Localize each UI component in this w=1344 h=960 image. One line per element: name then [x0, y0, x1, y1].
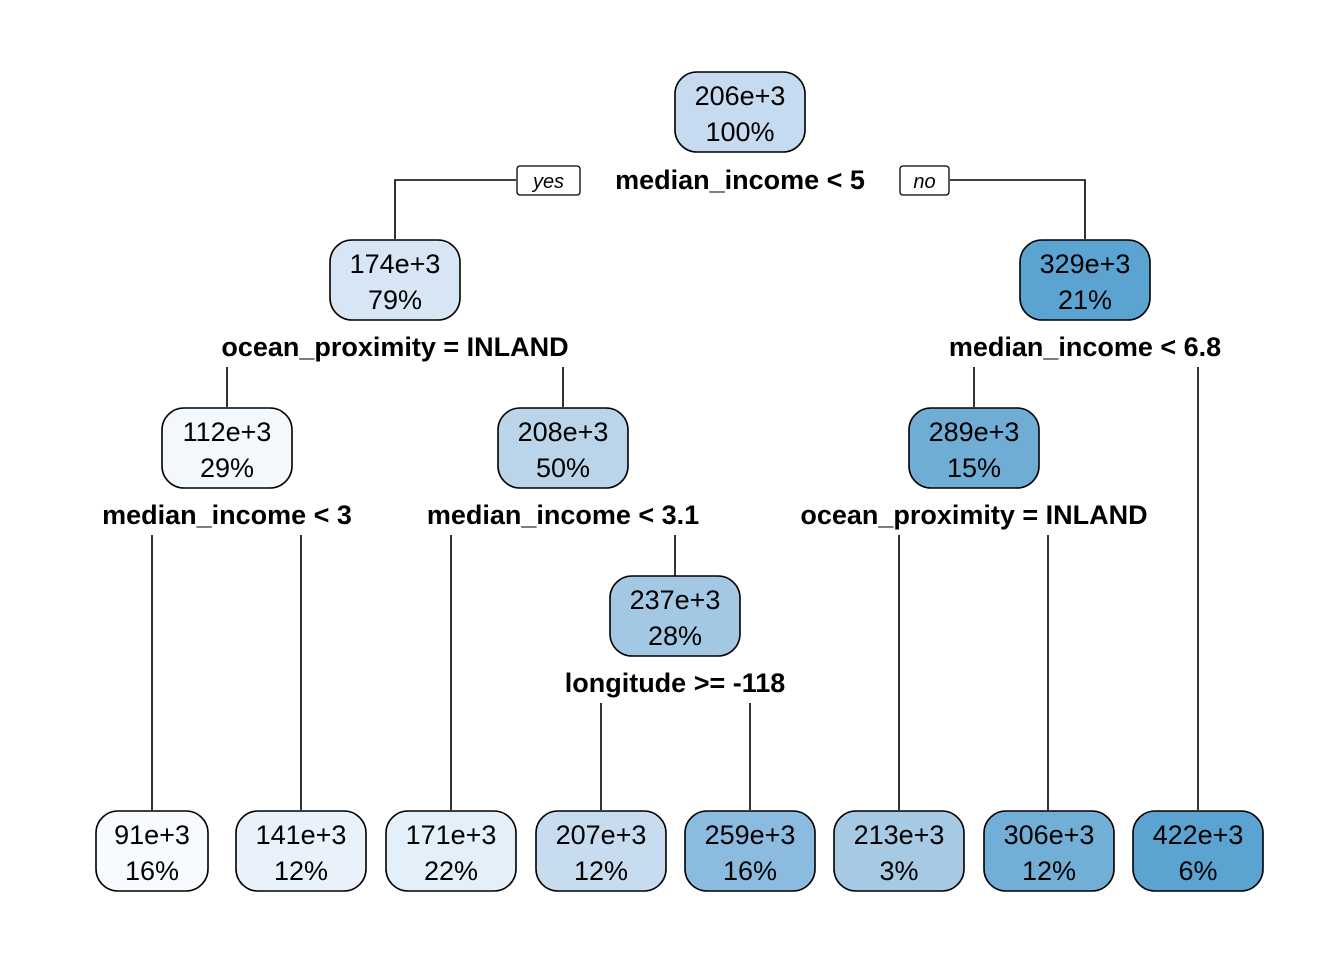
node-value: 306e+3	[1004, 820, 1095, 850]
tree-leaf-2: 141e+3 12%	[235, 810, 367, 892]
node-value: 422e+3	[1153, 820, 1244, 850]
yes-label: yes	[531, 171, 564, 193]
tree-node-l: 174e+3 79%	[329, 239, 461, 321]
node-value: 112e+3	[183, 417, 272, 447]
node-value: 91e+3	[114, 820, 190, 850]
node-percent: 29%	[200, 453, 254, 483]
node-percent: 21%	[1058, 285, 1112, 315]
split-label-lr: median_income < 3.1	[427, 500, 699, 530]
split-label-lrr: longitude >= -118	[565, 668, 786, 698]
no-label: no	[913, 171, 935, 193]
tree-node-ll: 112e+3 29%	[161, 407, 293, 489]
tree-leaf-8: 422e+3 6%	[1132, 810, 1264, 892]
node-value: 208e+3	[518, 417, 609, 447]
no-branch-tag: no	[899, 165, 950, 196]
split-labels: median_income < 5 ocean_proximity = INLA…	[102, 165, 1221, 698]
node-percent: 16%	[723, 856, 777, 886]
tree-leaf-5: 259e+3 16%	[684, 810, 816, 892]
node-percent: 12%	[1022, 856, 1076, 886]
node-percent: 79%	[368, 285, 422, 315]
node-value: 141e+3	[256, 820, 347, 850]
tree-node-r: 329e+3 21%	[1019, 239, 1151, 321]
tree-leaf-4: 207e+3 12%	[535, 810, 667, 892]
edge-root-left	[394, 179, 516, 239]
split-label-l: ocean_proximity = INLAND	[221, 332, 568, 362]
split-label-ll: median_income < 3	[102, 500, 352, 530]
tree-edges	[151, 179, 1199, 810]
node-percent: 100%	[705, 117, 774, 147]
yes-branch-tag: yes	[516, 165, 581, 196]
tree-node-rl: 289e+3 15%	[908, 407, 1040, 489]
tree-leaf-6: 213e+3 3%	[833, 810, 965, 892]
tree-leaf-1: 91e+3 16%	[95, 810, 209, 892]
node-percent: 16%	[125, 856, 179, 886]
node-value: 237e+3	[630, 585, 721, 615]
tree-node-root: 206e+3 100%	[674, 71, 806, 153]
node-value: 289e+3	[929, 417, 1020, 447]
edge-root-right	[950, 179, 1086, 239]
node-value: 174e+3	[350, 249, 441, 279]
node-value: 207e+3	[556, 820, 647, 850]
split-label-rl: ocean_proximity = INLAND	[800, 500, 1147, 530]
node-percent: 22%	[424, 856, 478, 886]
node-percent: 3%	[879, 856, 918, 886]
node-value: 213e+3	[854, 820, 945, 850]
node-value: 329e+3	[1040, 249, 1131, 279]
tree-node-lr: 208e+3 50%	[497, 407, 629, 489]
node-percent: 15%	[947, 453, 1001, 483]
node-percent: 6%	[1178, 856, 1217, 886]
split-label-r: median_income < 6.8	[949, 332, 1221, 362]
node-value: 259e+3	[705, 820, 796, 850]
tree-leaf-7: 306e+3 12%	[983, 810, 1115, 892]
tree-leaf-3: 171e+3 22%	[385, 810, 517, 892]
node-value: 206e+3	[695, 81, 786, 111]
split-label-root: median_income < 5	[615, 165, 865, 195]
node-percent: 12%	[574, 856, 628, 886]
node-percent: 28%	[648, 621, 702, 651]
node-percent: 50%	[536, 453, 590, 483]
node-value: 171e+3	[406, 820, 497, 850]
node-percent: 12%	[274, 856, 328, 886]
tree-node-lrr: 237e+3 28%	[609, 575, 741, 657]
